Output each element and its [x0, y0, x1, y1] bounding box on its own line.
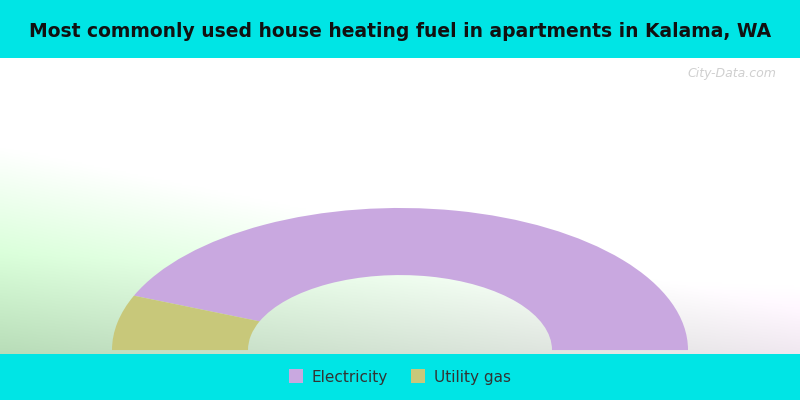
- Text: City-Data.com: City-Data.com: [687, 67, 776, 80]
- Wedge shape: [134, 208, 688, 350]
- Legend: Electricity, Utility gas: Electricity, Utility gas: [283, 363, 517, 391]
- Text: Most commonly used house heating fuel in apartments in Kalama, WA: Most commonly used house heating fuel in…: [29, 22, 771, 41]
- Wedge shape: [112, 296, 259, 350]
